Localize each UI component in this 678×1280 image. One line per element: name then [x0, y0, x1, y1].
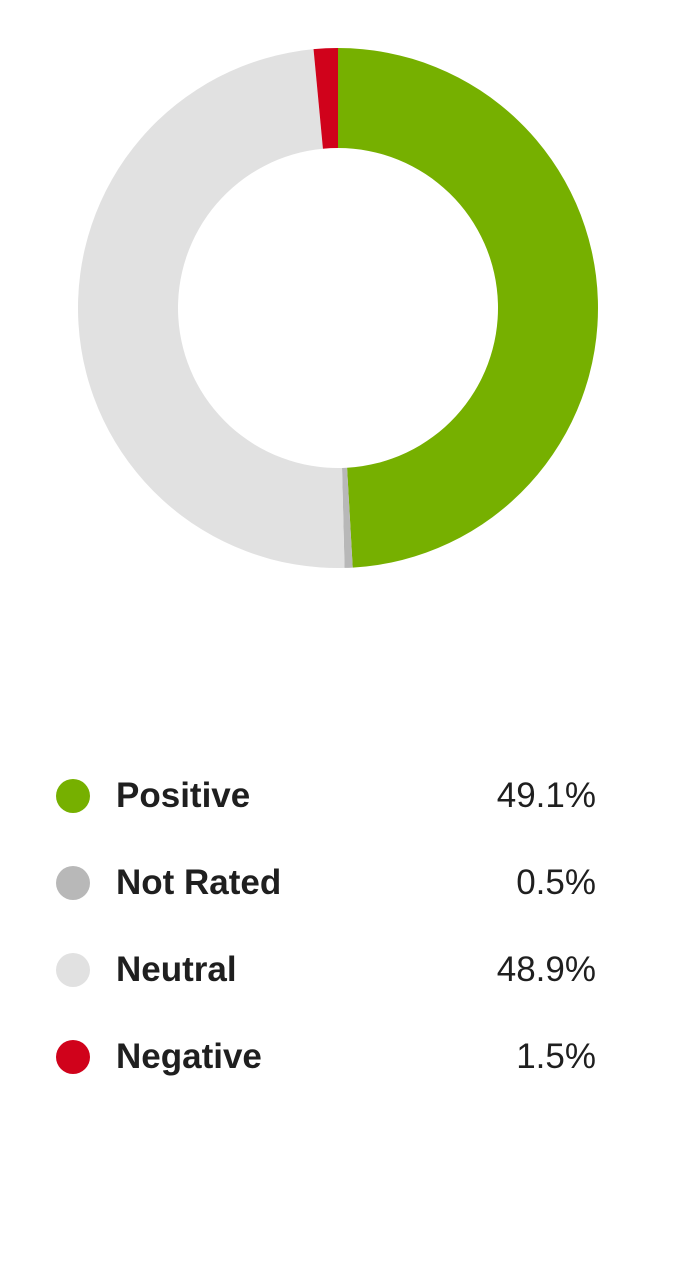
donut-chart	[77, 48, 599, 569]
legend-label: Positive	[116, 776, 251, 815]
donut-slice-neutral[interactable]	[77, 49, 345, 569]
donut-slice-positive[interactable]	[338, 48, 599, 568]
donut-slice-not-rated[interactable]	[342, 467, 353, 568]
legend-value: 48.9%	[496, 950, 596, 989]
legend-item-positive[interactable]: Positive 49.1%	[56, 754, 596, 841]
legend-item-neutral[interactable]: Neutral 48.9%	[56, 928, 596, 1015]
legend-dot-icon	[56, 866, 90, 900]
legend-dot-icon	[56, 1040, 90, 1074]
legend-dot-icon	[56, 953, 90, 987]
legend: Positive 49.1% Not Rated 0.5% Neutral 48.9% Ne…	[56, 754, 596, 1102]
legend-label: Negative	[116, 1037, 262, 1076]
legend-label: Neutral	[116, 950, 237, 989]
donut-slice-negative[interactable]	[313, 48, 338, 149]
legend-item-negative[interactable]: Negative 1.5%	[56, 1015, 596, 1102]
legend-label: Not Rated	[116, 863, 282, 902]
legend-value: 49.1%	[496, 776, 596, 815]
legend-item-not-rated[interactable]: Not Rated 0.5%	[56, 841, 596, 928]
legend-value: 0.5%	[516, 863, 596, 902]
legend-dot-icon	[56, 779, 90, 813]
legend-value: 1.5%	[516, 1037, 596, 1076]
